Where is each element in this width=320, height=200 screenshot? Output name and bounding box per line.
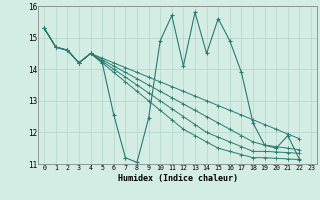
X-axis label: Humidex (Indice chaleur): Humidex (Indice chaleur): [118, 174, 238, 183]
